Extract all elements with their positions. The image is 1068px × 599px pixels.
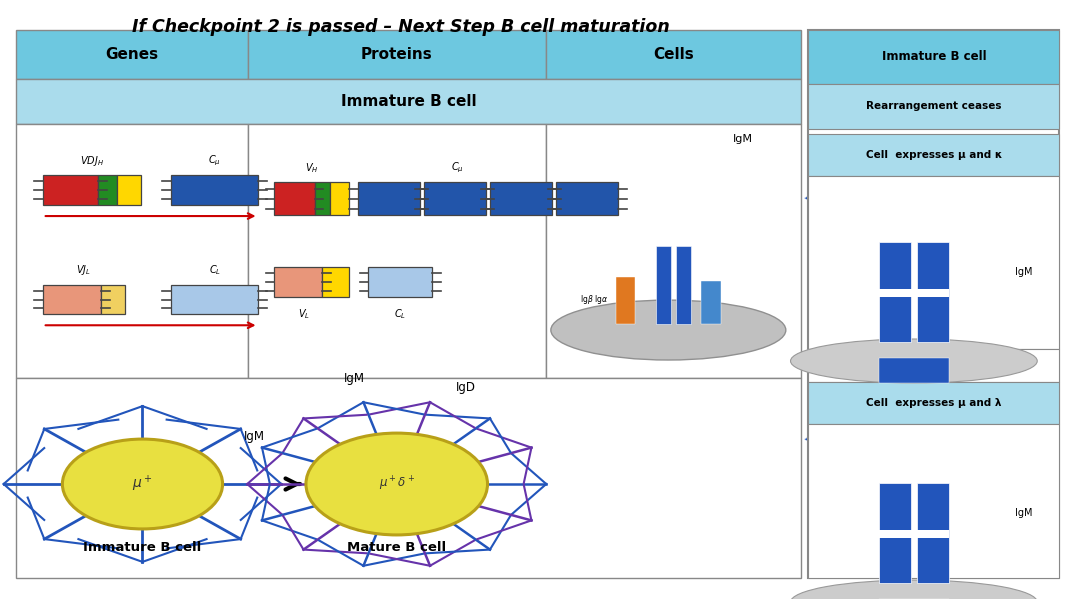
Bar: [658, 211, 709, 240]
Bar: [850, 184, 938, 234]
Bar: [16, 378, 801, 578]
Bar: [917, 483, 948, 583]
Text: Rearrangement ceases: Rearrangement ceases: [866, 101, 1002, 111]
Bar: [876, 173, 1002, 244]
Ellipse shape: [790, 580, 1037, 599]
Text: $\mu^+$: $\mu^+$: [132, 474, 153, 494]
Bar: [546, 30, 801, 79]
Bar: [808, 84, 1059, 129]
Text: IgM: IgM: [344, 372, 364, 385]
Bar: [658, 207, 734, 250]
Text: $VJ_L$: $VJ_L$: [76, 264, 91, 277]
Bar: [804, 186, 929, 256]
Text: OR: OR: [923, 359, 945, 373]
Bar: [806, 425, 931, 496]
Text: IgD: IgD: [456, 381, 476, 394]
Text: Cells: Cells: [653, 47, 694, 62]
Bar: [16, 30, 248, 79]
Bar: [808, 424, 1059, 578]
Circle shape: [305, 433, 487, 535]
Bar: [869, 196, 956, 246]
Bar: [657, 246, 672, 324]
Text: Ig$\beta$ Ig$\alpha$: Ig$\beta$ Ig$\alpha$: [580, 293, 609, 305]
Bar: [98, 176, 117, 205]
Bar: [879, 483, 911, 583]
Text: Immature B cell: Immature B cell: [882, 50, 986, 63]
Bar: [274, 183, 315, 216]
Bar: [676, 246, 691, 324]
Bar: [16, 79, 801, 124]
Bar: [874, 413, 999, 483]
Bar: [556, 183, 618, 216]
Ellipse shape: [790, 339, 1037, 383]
Text: Immature B cell: Immature B cell: [83, 541, 202, 554]
Bar: [808, 30, 1059, 578]
Bar: [806, 184, 931, 255]
Text: $VDJ_H$: $VDJ_H$: [80, 154, 104, 168]
Text: $C_L$: $C_L$: [208, 264, 221, 277]
Bar: [876, 415, 1002, 485]
Bar: [808, 30, 1059, 84]
Text: IgM: IgM: [733, 134, 753, 144]
Bar: [879, 358, 948, 383]
Text: IgM: IgM: [244, 429, 265, 443]
Bar: [616, 277, 635, 324]
Text: $V_L$: $V_L$: [298, 307, 310, 321]
Bar: [424, 183, 486, 216]
Bar: [274, 267, 323, 297]
Bar: [804, 426, 929, 497]
Text: Genes: Genes: [106, 47, 158, 62]
Bar: [808, 134, 1059, 176]
Bar: [16, 124, 248, 378]
Bar: [546, 124, 801, 378]
Bar: [248, 30, 546, 79]
Text: IgM: IgM: [1015, 508, 1033, 518]
Text: Mature B cell: Mature B cell: [347, 541, 446, 554]
Text: $C_\mu$: $C_\mu$: [208, 154, 221, 168]
Bar: [101, 285, 125, 314]
Ellipse shape: [551, 300, 786, 360]
Text: Cell  expresses μ and κ: Cell expresses μ and κ: [866, 150, 1002, 159]
Bar: [917, 241, 948, 342]
Bar: [490, 183, 552, 216]
Text: Cell  expresses μ and λ: Cell expresses μ and λ: [866, 398, 1002, 408]
Bar: [330, 183, 349, 216]
Bar: [808, 176, 1059, 349]
Bar: [869, 438, 956, 486]
Text: If Checkpoint 2 is passed – Next Step B cell maturation: If Checkpoint 2 is passed – Next Step B …: [131, 18, 670, 36]
Bar: [874, 172, 999, 242]
Bar: [358, 183, 420, 216]
Bar: [43, 176, 98, 205]
Bar: [616, 207, 692, 250]
Text: IgM: IgM: [1015, 267, 1033, 277]
Bar: [248, 124, 546, 378]
Text: Proteins: Proteins: [361, 47, 433, 62]
Circle shape: [62, 439, 222, 529]
Bar: [171, 285, 258, 314]
Text: $\mu^+\delta^+$: $\mu^+\delta^+$: [378, 475, 414, 493]
Bar: [879, 241, 911, 342]
Bar: [368, 267, 433, 297]
Bar: [879, 530, 948, 538]
Bar: [315, 183, 330, 216]
Text: $C_\mu$: $C_\mu$: [451, 161, 464, 176]
Bar: [117, 176, 141, 205]
Bar: [171, 176, 258, 205]
Bar: [323, 267, 349, 297]
Bar: [808, 382, 1059, 424]
Bar: [879, 289, 948, 297]
Bar: [638, 217, 689, 246]
Bar: [43, 285, 101, 314]
Bar: [702, 282, 721, 324]
Text: $V_H$: $V_H$: [304, 162, 318, 176]
Text: Immature B cell: Immature B cell: [341, 94, 476, 109]
Bar: [850, 426, 938, 474]
Text: $C_L$: $C_L$: [394, 307, 407, 321]
Bar: [808, 349, 1059, 382]
